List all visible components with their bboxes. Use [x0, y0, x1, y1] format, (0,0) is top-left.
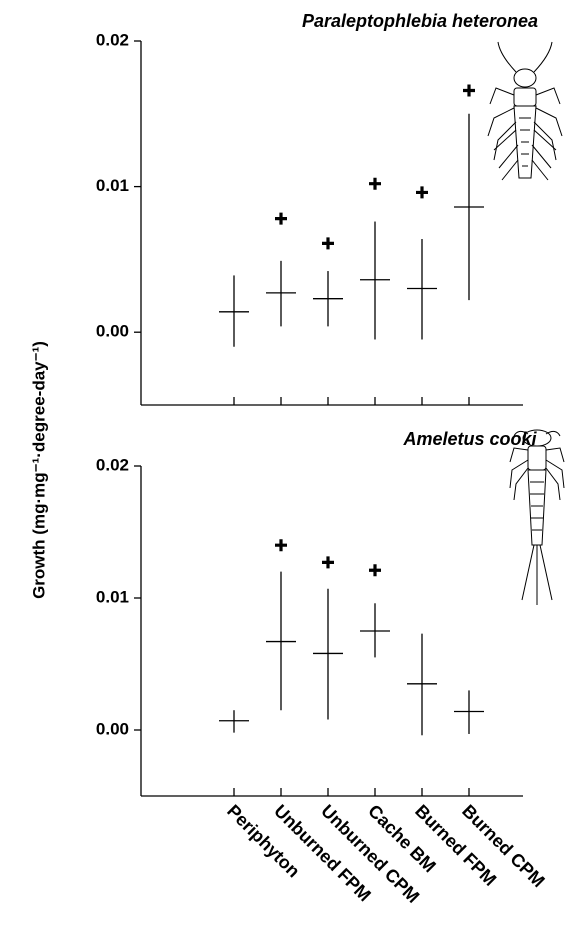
significance-marker	[369, 177, 381, 190]
significance-marker	[463, 84, 475, 97]
y-tick-label: 0.02	[96, 30, 129, 49]
chart-title: Ameletus cooki	[402, 429, 537, 449]
chart-title: Paraleptophlebia heteronea	[302, 11, 538, 31]
significance-marker	[322, 556, 334, 569]
y-tick-label: 0.01	[96, 176, 129, 195]
significance-marker	[416, 186, 428, 199]
y-axis-label: Growth (mg·mg⁻¹·degree-day⁻¹)	[29, 341, 48, 599]
significance-marker	[275, 212, 287, 225]
y-tick-label: 0.02	[96, 455, 129, 474]
significance-marker	[275, 539, 287, 552]
insect-illustration	[509, 429, 565, 605]
significance-marker	[322, 237, 334, 250]
insect-illustration	[487, 41, 563, 181]
significance-marker	[369, 564, 381, 577]
y-tick-label: 0.00	[96, 322, 129, 341]
y-tick-label: 0.00	[96, 719, 129, 738]
y-tick-label: 0.01	[96, 587, 129, 606]
